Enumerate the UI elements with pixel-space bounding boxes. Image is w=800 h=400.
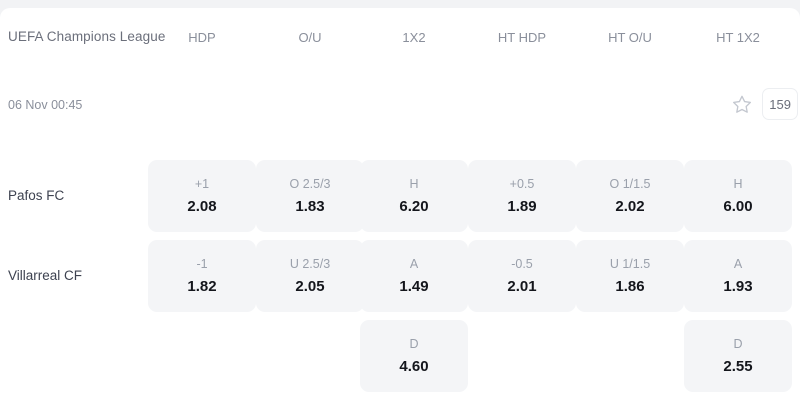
market-header-ou[interactable]: O/U bbox=[298, 30, 322, 45]
kickoff-time: 06 Nov 00:45 bbox=[8, 98, 83, 112]
odds-price: 4.60 bbox=[399, 358, 429, 376]
odds-price: 1.93 bbox=[723, 278, 753, 296]
odds-cell-ou-over[interactable]: O 2.5/3 1.83 bbox=[256, 160, 364, 232]
odds-line: -0.5 bbox=[511, 256, 533, 271]
odds-price: 6.00 bbox=[723, 198, 753, 216]
odds-cell-1x2-home[interactable]: H 6.20 bbox=[360, 160, 468, 232]
odds-line: U 2.5/3 bbox=[289, 256, 331, 271]
odds-line: -1 bbox=[196, 256, 208, 271]
odds-cell-ht-ou-under[interactable]: U 1/1.5 1.86 bbox=[576, 240, 684, 312]
odds-cell-ht-hdp-away[interactable]: -0.5 2.01 bbox=[468, 240, 576, 312]
market-header-hdp[interactable]: HDP bbox=[188, 30, 216, 45]
odds-price: 1.49 bbox=[399, 278, 429, 296]
odds-price: 1.86 bbox=[615, 278, 645, 296]
odds-line: O 2.5/3 bbox=[289, 176, 331, 191]
league-name: UEFA Champions League bbox=[8, 29, 166, 44]
odds-price: 6.20 bbox=[399, 198, 429, 216]
odds-price: 2.08 bbox=[187, 198, 217, 216]
odds-price: 1.82 bbox=[187, 278, 217, 296]
odds-price: 1.83 bbox=[295, 198, 325, 216]
odds-line: D bbox=[733, 336, 743, 351]
team-name-away: Villarreal CF bbox=[8, 268, 83, 283]
odds-line: +1 bbox=[194, 176, 210, 191]
odds-line: H bbox=[409, 176, 419, 191]
odds-line: A bbox=[409, 256, 419, 271]
odds-line: H bbox=[733, 176, 743, 191]
odds-line: U 1/1.5 bbox=[609, 256, 651, 271]
odds-cell-ht-1x2-draw[interactable]: D 2.55 bbox=[684, 320, 792, 392]
match-meta-row: 06 Nov 00:45 159 bbox=[0, 62, 800, 120]
odds-cell-ht-ou-over[interactable]: O 1/1.5 2.02 bbox=[576, 160, 684, 232]
odds-price: 2.02 bbox=[615, 198, 645, 216]
odds-cell-ht-1x2-away[interactable]: A 1.93 bbox=[684, 240, 792, 312]
odds-cell-1x2-away[interactable]: A 1.49 bbox=[360, 240, 468, 312]
odds-price: 1.89 bbox=[507, 198, 537, 216]
odds-cell-hdp-away[interactable]: -1 1.82 bbox=[148, 240, 256, 312]
team-name-home: Pafos FC bbox=[8, 188, 65, 203]
market-header-1x2[interactable]: 1X2 bbox=[402, 30, 426, 45]
odds-cell-1x2-draw[interactable]: D 4.60 bbox=[360, 320, 468, 392]
odds-price: 2.05 bbox=[295, 278, 325, 296]
market-header-ht-ou[interactable]: HT O/U bbox=[608, 30, 652, 45]
odds-line: D bbox=[409, 336, 419, 351]
star-outline-icon[interactable] bbox=[732, 94, 752, 114]
odds-cell-ht-1x2-home[interactable]: H 6.00 bbox=[684, 160, 792, 232]
match-card: UEFA Champions League HDP O/U 1X2 HT HDP… bbox=[0, 8, 800, 400]
market-header-row: UEFA Champions League HDP O/U 1X2 HT HDP… bbox=[0, 8, 800, 62]
market-header-ht-hdp[interactable]: HT HDP bbox=[497, 30, 547, 45]
odds-price: 2.55 bbox=[723, 358, 753, 376]
odds-line: +0.5 bbox=[509, 176, 535, 191]
odds-line: A bbox=[733, 256, 743, 271]
odds-cell-hdp-home[interactable]: +1 2.08 bbox=[148, 160, 256, 232]
odds-grid: Pafos FC Villarreal CF +1 2.08 O 2.5/3 1… bbox=[0, 120, 800, 400]
market-header-ht-1x2[interactable]: HT 1X2 bbox=[716, 30, 760, 45]
odds-line: O 1/1.5 bbox=[609, 176, 651, 191]
market-count-badge[interactable]: 159 bbox=[762, 88, 798, 120]
odds-cell-ou-under[interactable]: U 2.5/3 2.05 bbox=[256, 240, 364, 312]
odds-price: 2.01 bbox=[507, 278, 537, 296]
odds-cell-ht-hdp-home[interactable]: +0.5 1.89 bbox=[468, 160, 576, 232]
